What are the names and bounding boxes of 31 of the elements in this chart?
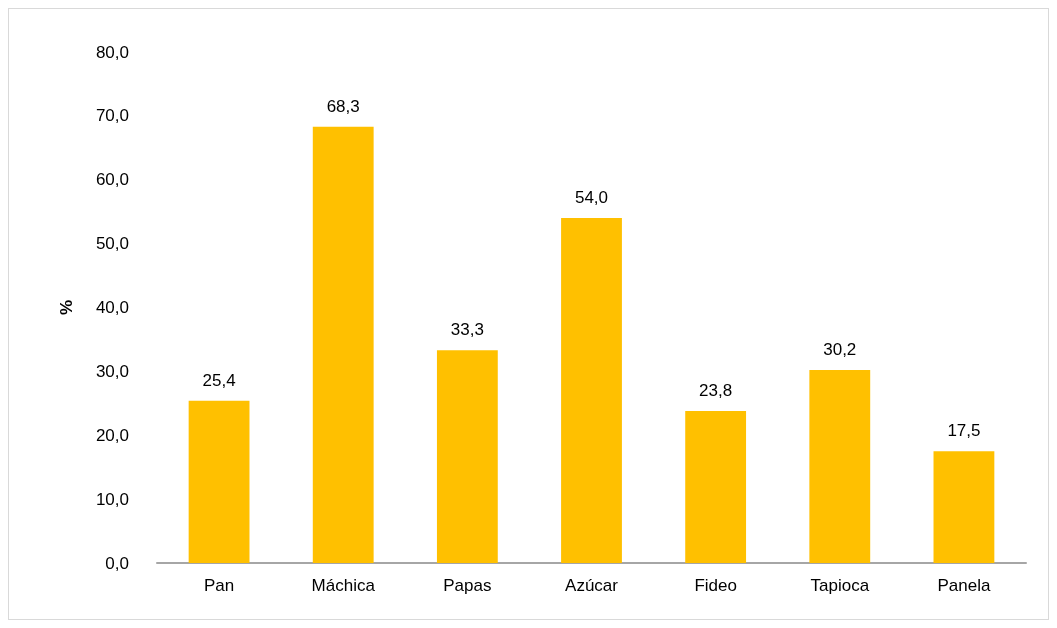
bar bbox=[685, 410, 747, 563]
data-label: 33,3 bbox=[450, 320, 484, 340]
x-tick-label: Máchica bbox=[311, 576, 376, 595]
x-tick-label: Papas bbox=[443, 576, 492, 595]
bar bbox=[561, 218, 622, 563]
data-label: 25,4 bbox=[202, 370, 236, 390]
x-tick-label: Panela bbox=[937, 576, 991, 595]
data-label: 23,8 bbox=[699, 380, 733, 400]
y-tick-label: 30,0 bbox=[95, 361, 129, 381]
bar bbox=[436, 350, 498, 563]
y-tick-label: 70,0 bbox=[95, 106, 129, 126]
x-tick-label: Azúcar bbox=[565, 576, 619, 595]
y-tick-label: 60,0 bbox=[95, 170, 129, 190]
y-tick-label: 80,0 bbox=[95, 42, 129, 62]
y-axis-title: % bbox=[57, 299, 76, 316]
data-label: 17,5 bbox=[947, 421, 981, 441]
y-tick-label: 10,0 bbox=[95, 489, 129, 509]
x-tick-label: Fideo bbox=[694, 576, 737, 595]
y-tick-label: 0,0 bbox=[105, 553, 129, 573]
y-tick-label: 20,0 bbox=[95, 425, 129, 445]
y-tick-label: 50,0 bbox=[95, 234, 129, 254]
bar bbox=[933, 451, 995, 563]
data-label: 30,2 bbox=[823, 340, 857, 360]
x-tick-label: Pan bbox=[203, 576, 235, 595]
bar bbox=[809, 370, 871, 563]
bar bbox=[188, 400, 250, 563]
x-tick-label: Tapioca bbox=[810, 576, 870, 595]
bar bbox=[312, 126, 374, 563]
y-tick-label: 40,0 bbox=[95, 298, 129, 317]
data-label: 68,3 bbox=[326, 96, 360, 116]
data-label: 54,0 bbox=[574, 188, 609, 208]
